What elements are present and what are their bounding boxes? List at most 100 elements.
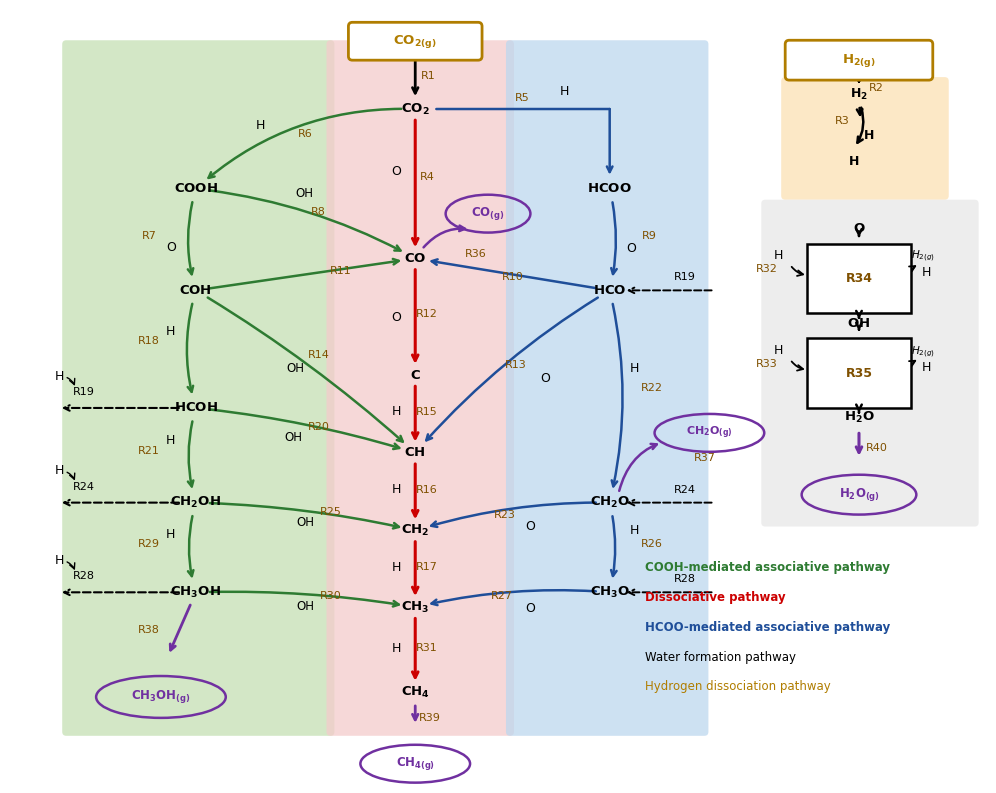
Text: R7: R7 (141, 231, 156, 240)
Text: $\mathbf{CH_2OH}$: $\mathbf{CH_2OH}$ (170, 495, 221, 510)
Text: O: O (525, 602, 535, 615)
FancyBboxPatch shape (807, 243, 911, 313)
Text: H: H (166, 435, 175, 447)
Text: H: H (391, 483, 401, 496)
Text: COOH-mediated associative pathway: COOH-mediated associative pathway (644, 561, 889, 574)
Text: $\mathbf{C}$: $\mathbf{C}$ (409, 369, 420, 381)
Text: R15: R15 (416, 407, 438, 417)
Text: OH: OH (296, 187, 314, 200)
Text: R19: R19 (673, 273, 695, 282)
Text: $\mathbf{HCO}$: $\mathbf{HCO}$ (593, 284, 626, 297)
Text: H: H (391, 561, 401, 574)
Text: R28: R28 (73, 572, 96, 581)
Text: H: H (166, 324, 175, 338)
Text: R38: R38 (138, 625, 160, 635)
Text: R16: R16 (416, 485, 438, 495)
Text: R35: R35 (846, 366, 872, 380)
Text: OH: OH (285, 431, 303, 444)
Text: R14: R14 (308, 351, 330, 360)
Text: Dissociative pathway: Dissociative pathway (644, 591, 785, 603)
Text: R34: R34 (846, 272, 872, 285)
Text: R24: R24 (673, 485, 695, 495)
Text: R26: R26 (640, 539, 662, 550)
Text: R29: R29 (138, 539, 160, 550)
Text: R30: R30 (320, 592, 342, 601)
FancyBboxPatch shape (781, 77, 949, 200)
Text: H: H (55, 464, 64, 477)
Text: $\mathbf{H_2O_{(g)}}$: $\mathbf{H_2O_{(g)}}$ (839, 486, 879, 503)
Text: $\mathbf{HCOH}$: $\mathbf{HCOH}$ (174, 401, 218, 415)
Text: $\mathbf{CO_2}$: $\mathbf{CO_2}$ (400, 102, 429, 117)
Text: O: O (525, 520, 535, 533)
Text: O: O (391, 165, 401, 178)
Text: $\mathbf{CH}$: $\mathbf{CH}$ (404, 446, 426, 459)
FancyBboxPatch shape (807, 338, 911, 408)
Text: R9: R9 (642, 231, 657, 240)
Text: $\mathbf{CH_2O_{(g)}}$: $\mathbf{CH_2O_{(g)}}$ (686, 425, 733, 441)
Text: O: O (626, 242, 636, 255)
Text: R32: R32 (756, 264, 778, 274)
Text: R18: R18 (138, 336, 160, 347)
Text: R33: R33 (756, 359, 778, 369)
Text: R10: R10 (502, 273, 524, 282)
Text: Hydrogen dissociation pathway: Hydrogen dissociation pathway (644, 680, 831, 694)
Text: $\mathbf{H_{2(g)}}$: $\mathbf{H_{2(g)}}$ (842, 52, 875, 69)
Text: R22: R22 (640, 383, 662, 393)
Text: H: H (55, 554, 64, 567)
Text: H: H (256, 120, 265, 132)
Text: OH: OH (287, 362, 305, 374)
Text: $\mathbf{HCOO}$: $\mathbf{HCOO}$ (588, 182, 632, 195)
Text: R4: R4 (419, 172, 434, 182)
Text: $\mathbf{CH_3}$: $\mathbf{CH_3}$ (401, 600, 429, 615)
Text: R40: R40 (866, 442, 887, 453)
Text: H: H (629, 362, 639, 374)
Text: R20: R20 (308, 422, 330, 432)
Text: R12: R12 (416, 309, 438, 320)
Text: $\mathbf{COH}$: $\mathbf{COH}$ (179, 284, 212, 297)
Text: $H_{2(g)}$: $H_{2(g)}$ (910, 344, 935, 360)
Text: R37: R37 (693, 453, 715, 463)
Text: H: H (774, 249, 783, 262)
Text: $\mathbf{H_2O}$: $\mathbf{H_2O}$ (844, 410, 874, 426)
Text: O: O (166, 241, 176, 254)
Text: R3: R3 (835, 116, 850, 126)
FancyBboxPatch shape (327, 40, 514, 736)
Text: H: H (560, 85, 570, 98)
Text: $H_{2(g)}$: $H_{2(g)}$ (910, 249, 935, 264)
Text: Water formation pathway: Water formation pathway (644, 650, 796, 664)
Text: O: O (540, 372, 550, 385)
Text: R36: R36 (465, 248, 487, 259)
Text: R25: R25 (320, 507, 342, 516)
Text: R31: R31 (416, 643, 438, 653)
Text: R23: R23 (494, 510, 516, 519)
Text: $\mathbf{CO_{(g)}}$: $\mathbf{CO_{(g)}}$ (471, 205, 505, 222)
Text: R39: R39 (419, 713, 441, 723)
Text: $\mathbf{H}$: $\mathbf{H}$ (849, 155, 860, 168)
FancyBboxPatch shape (785, 40, 933, 80)
Text: R2: R2 (869, 83, 883, 93)
Text: R13: R13 (505, 360, 527, 370)
Text: R28: R28 (673, 574, 695, 584)
Text: R27: R27 (491, 592, 513, 601)
Text: H: H (774, 343, 783, 357)
Text: $\mathbf{CH_4}$: $\mathbf{CH_4}$ (400, 684, 429, 699)
FancyBboxPatch shape (761, 200, 979, 527)
Text: $\mathbf{CH_2}$: $\mathbf{CH_2}$ (401, 523, 429, 538)
Text: $\mathbf{CH_{4(g)}}$: $\mathbf{CH_{4(g)}}$ (395, 755, 435, 772)
Text: H: H (629, 524, 639, 537)
FancyBboxPatch shape (349, 22, 482, 60)
Text: $\mathbf{CO}$: $\mathbf{CO}$ (404, 252, 426, 265)
Text: $\mathbf{CH_3OH_{(g)}}$: $\mathbf{CH_3OH_{(g)}}$ (131, 688, 190, 706)
Text: $\mathbf{CH_3OH}$: $\mathbf{CH_3OH}$ (170, 584, 221, 600)
Text: H: H (922, 266, 931, 279)
Text: R5: R5 (515, 93, 529, 103)
Text: $\mathbf{CH_3O}$: $\mathbf{CH_3O}$ (590, 584, 629, 600)
Text: R6: R6 (298, 129, 313, 139)
FancyBboxPatch shape (62, 40, 335, 736)
Text: R21: R21 (138, 446, 160, 456)
Text: R24: R24 (73, 481, 96, 492)
Text: H: H (391, 405, 401, 419)
Text: OH: OH (297, 600, 315, 613)
Text: O: O (391, 311, 401, 324)
Text: R1: R1 (421, 71, 435, 81)
